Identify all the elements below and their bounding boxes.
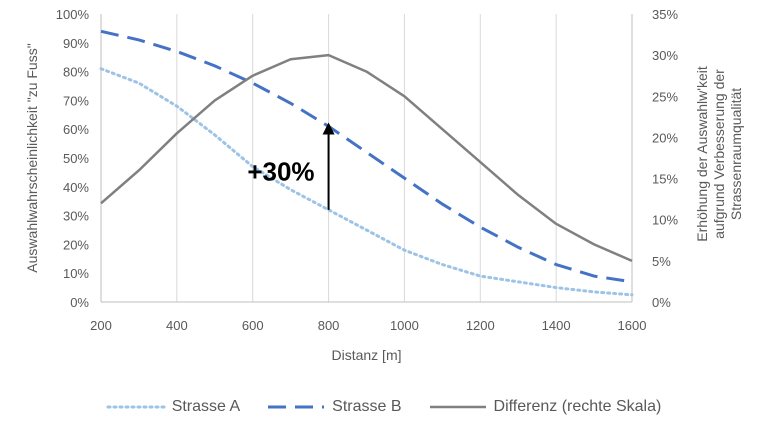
series-group — [99, 29, 634, 297]
y2-tick-label: 5% — [652, 254, 671, 269]
y2-tick-label: 30% — [652, 48, 678, 63]
x-tick-label: 1000 — [390, 318, 419, 333]
legend-label: Strasse B — [332, 398, 402, 415]
tick-labels: 200 400 600 800 1000 1200 1400 1600 0% 10% 20% 30% 4… — [24, 7, 744, 363]
annotation-label: +30% — [247, 157, 314, 187]
grid — [176, 14, 633, 302]
y-tick-label: 70% — [63, 93, 89, 108]
x-tick-label: 200 — [90, 318, 112, 333]
line-chart: +30% 200 400 600 800 1000 1200 1400 16000%10%20… — [24, 7, 744, 363]
legend-label: Strasse A — [171, 398, 241, 415]
legend-swatch — [268, 405, 325, 409]
x-tick-label: 400 — [166, 318, 188, 333]
y-tick-label: 50% — [63, 151, 89, 166]
axes — [100, 14, 633, 303]
x-tick-label: 600 — [242, 318, 264, 333]
y-tick-label: 20% — [63, 237, 89, 252]
annotation-arrow-head — [322, 122, 335, 135]
y-tick-label: 40% — [63, 180, 89, 195]
x-tick-label: 800 — [318, 318, 340, 333]
legend-swatch — [106, 405, 166, 409]
legend-label: Differenz (rechte Skala) — [493, 398, 662, 415]
y-tick-label: 0% — [70, 295, 89, 310]
y2-tick-label: 25% — [652, 89, 678, 104]
x-tick-label: 1600 — [618, 318, 647, 333]
x-axis-title: Distanz [m] — [331, 347, 401, 363]
legend: Strasse A Strasse B Differenz (rechte Skal… — [0, 392, 767, 422]
series-line-2 — [100, 29, 633, 284]
y-tick-label: 30% — [63, 209, 89, 224]
y2-axis-title-line: aufgrund Verbesserung der — [711, 69, 727, 239]
legend-swatch — [429, 405, 486, 409]
y-tick-label: 80% — [63, 65, 89, 80]
series-line-3 — [100, 53, 633, 263]
y-tick-label: 90% — [63, 36, 89, 51]
y2-axis-title-line: Erhöhung der Auswahlw'keit — [694, 66, 710, 242]
y2-tick-label: 15% — [652, 172, 678, 187]
y-tick-label: 100% — [56, 7, 90, 22]
x-tick-label: 1400 — [542, 318, 571, 333]
y2-tick-label: 20% — [652, 130, 678, 145]
annotation-group: +30% — [247, 122, 335, 210]
legend-item: Differenz (rechte Skala) — [428, 398, 662, 416]
y2-tick-label: 10% — [652, 213, 678, 228]
y2-axis-title-line: Strassenraumqualität — [728, 88, 744, 220]
y2-tick-label: 0% — [652, 295, 671, 310]
y-tick-label: 10% — [63, 266, 89, 281]
y-axis-title: Auswahlwahrscheinlichkeit "zu Fuss" — [24, 43, 40, 272]
legend-item: Strasse A — [106, 398, 240, 416]
y-tick-label: 60% — [63, 122, 89, 137]
y2-tick-label: 35% — [652, 7, 678, 22]
x-tick-label: 1200 — [466, 318, 495, 333]
legend-item: Strasse B — [266, 398, 402, 416]
series-line-1 — [99, 67, 634, 297]
